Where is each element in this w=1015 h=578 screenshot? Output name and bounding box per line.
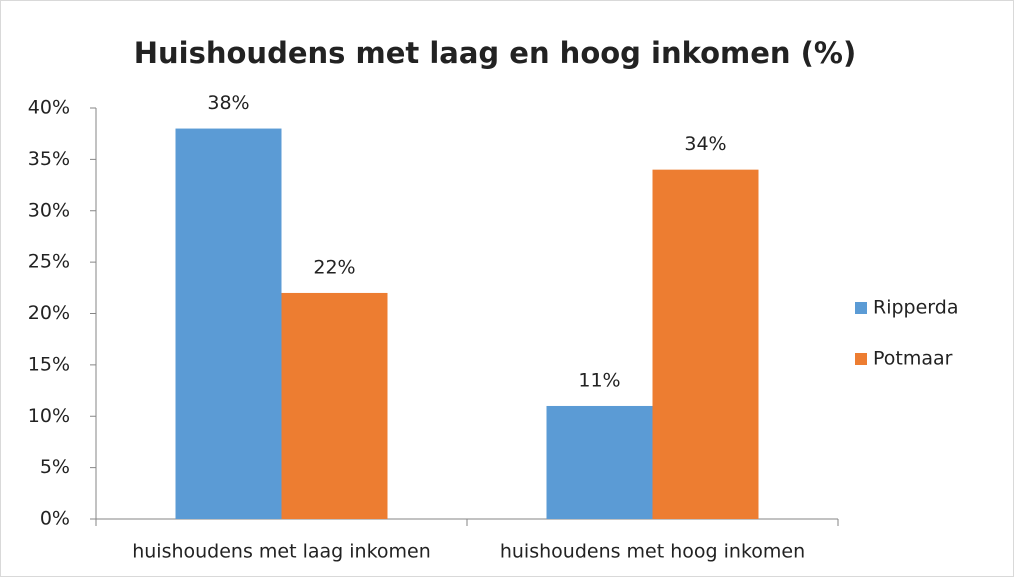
y-tick-label: 35% bbox=[28, 148, 70, 170]
y-tick-label: 10% bbox=[28, 405, 70, 427]
y-tick-label: 15% bbox=[28, 353, 70, 375]
legend-label: Potmaar bbox=[873, 348, 953, 370]
y-tick-label: 30% bbox=[28, 199, 70, 221]
data-label: 38% bbox=[207, 92, 249, 114]
legend-swatch bbox=[855, 302, 867, 314]
bar bbox=[175, 128, 282, 520]
data-label: 22% bbox=[313, 256, 355, 278]
chart-title: Huishoudens met laag en hoog inkomen (%) bbox=[134, 36, 857, 70]
bar bbox=[652, 169, 759, 519]
legend-swatch bbox=[855, 353, 867, 365]
legend-label: Ripperda bbox=[873, 297, 958, 319]
y-tick-label: 20% bbox=[28, 302, 70, 324]
y-tick-label: 40% bbox=[28, 97, 70, 119]
x-tick-label: huishoudens met hoog inkomen bbox=[500, 541, 805, 563]
data-label: 11% bbox=[578, 369, 620, 391]
bar bbox=[546, 405, 653, 519]
y-tick-label: 5% bbox=[40, 456, 70, 478]
y-tick-label: 25% bbox=[28, 251, 70, 273]
data-label: 34% bbox=[684, 133, 726, 155]
y-tick-label: 0% bbox=[40, 508, 70, 530]
x-tick-label: huishoudens met laag inkomen bbox=[132, 541, 431, 563]
bar bbox=[281, 292, 388, 519]
